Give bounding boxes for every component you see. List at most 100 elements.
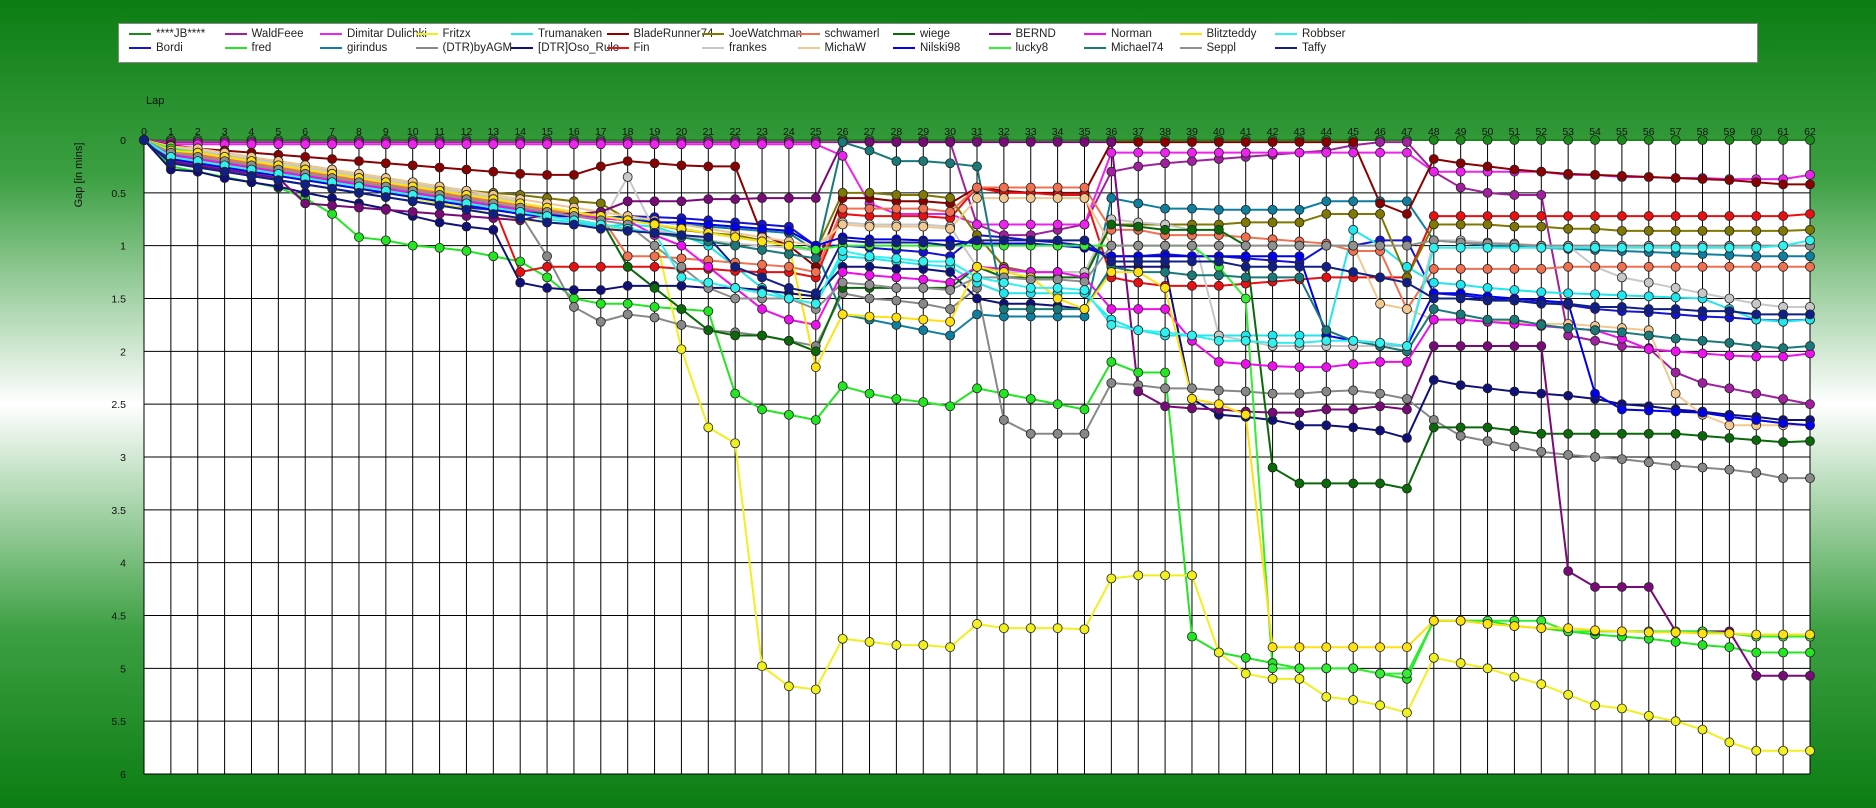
data-point [918,221,929,232]
data-point [542,261,552,272]
data-point [1697,378,1708,388]
data-point [1455,658,1466,668]
legend-swatch [1179,47,1202,49]
data-point [300,187,311,198]
data-point [434,209,445,219]
x-tick-label: 35 [1079,126,1091,138]
data-point [864,237,875,248]
legend-label: lucky8 [1015,42,1049,54]
data-point [784,681,794,692]
data-point [730,283,741,293]
legend-swatch [797,33,820,35]
data-point [1805,399,1815,410]
data-point [1805,261,1815,272]
data-point [1294,147,1305,158]
x-tick-label: 50 [1482,126,1494,138]
x-tick-label: 23 [756,126,768,138]
data-point [569,302,579,312]
data-point [1563,242,1574,253]
data-point [1240,652,1251,663]
x-tick-label: 7 [329,126,335,138]
data-point [1724,225,1735,236]
data-point [1348,359,1359,369]
data-point [918,237,929,248]
data-point [837,381,848,392]
data-point [1536,166,1547,177]
data-point [1590,223,1600,234]
legend: ****JB**** Bordi WaldFeee fred Dimitar Dulic… [118,23,1758,63]
data-point [1402,240,1412,251]
data-point [1321,478,1332,489]
data-point [1617,171,1627,181]
data-point [1751,467,1762,478]
data-point [972,272,982,283]
data-point [945,223,956,234]
data-point [1106,256,1117,267]
data-point [1267,217,1278,228]
data-point [1697,306,1708,317]
x-tick-label: 37 [1132,126,1144,138]
data-point [1428,242,1439,253]
data-point [676,320,687,330]
data-point [1294,251,1305,262]
data-point [1240,240,1251,251]
data-point [891,137,902,148]
data-point [1348,209,1359,219]
data-point [837,137,848,148]
data-point [1294,240,1305,251]
data-point [1563,223,1574,234]
x-tick-label: 49 [1455,126,1467,138]
x-tick-label: 16 [568,126,580,138]
data-point [595,316,606,327]
data-point [1213,647,1224,658]
data-point [676,240,687,251]
data-point [918,314,929,325]
data-point [1751,309,1762,320]
data-point [434,200,445,211]
data-point [810,244,821,255]
data-point [1267,388,1278,399]
data-point [676,253,687,264]
x-tick-label: 56 [1643,126,1655,138]
data-point [864,293,875,304]
x-tick-label: 51 [1509,126,1521,138]
data-point [864,279,875,290]
data-point [622,172,633,182]
data-point [1509,242,1520,253]
legend-label: Taffy [1302,42,1327,54]
data-point [1643,330,1654,341]
x-tick-label: 27 [864,126,876,138]
data-point [1213,256,1224,267]
data-point [1805,251,1815,262]
data-point [1321,386,1332,397]
data-point [1724,737,1735,748]
data-point [407,240,418,251]
data-point [1106,137,1117,148]
data-point [972,182,982,193]
data-point [1455,309,1466,320]
data-point [1751,351,1762,362]
data-point [1670,367,1681,378]
data-point [1025,274,1036,285]
data-point [1267,137,1278,148]
data-point [1052,193,1063,204]
data-point [1213,240,1224,251]
data-point [1052,137,1063,148]
data-point [622,261,633,272]
data-point [972,219,982,230]
data-point [1778,629,1789,640]
data-point [649,261,660,272]
y-tick-label: 3.5 [111,505,126,517]
data-point [918,640,929,650]
legend-swatch [1084,33,1106,35]
data-point [1590,242,1600,253]
data-point [1778,211,1789,221]
legend-swatch [320,47,342,49]
data-point [622,196,633,207]
data-point [488,224,499,235]
data-point [1240,251,1251,262]
data-point [1455,341,1466,351]
data-point [354,156,364,167]
x-tick-label: 11 [434,126,445,138]
data-point [703,422,714,433]
